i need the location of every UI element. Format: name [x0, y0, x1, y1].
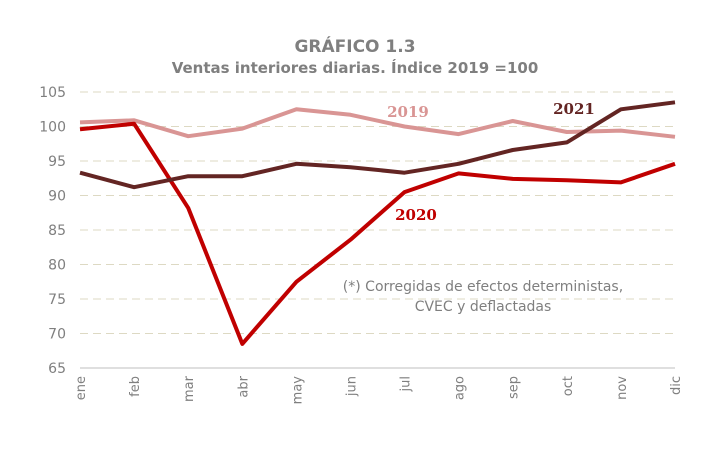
y-axis-ticks: 65 70 75 80 85 90 95 100 105: [39, 85, 66, 377]
chart-subtitle: Ventas interiores diarias. Índice 2019 =…: [172, 58, 539, 77]
y-tick-label: 95: [48, 154, 66, 170]
annotation-line-1: (*) Corregidas de efectos deterministas,: [343, 279, 623, 295]
series-label-2020: 2020: [395, 206, 437, 224]
x-tick-label: may: [290, 376, 305, 405]
series-line-2020: [79, 121, 676, 346]
y-tick-label: 100: [39, 120, 66, 136]
x-tick-label: dic: [669, 376, 684, 395]
chart-title: GRÁFICO 1.3: [294, 35, 415, 57]
x-tick-label: nov: [615, 376, 630, 400]
y-tick-label: 90: [48, 189, 66, 205]
series-label-2021: 2021: [553, 100, 595, 118]
y-tick-label: 80: [48, 258, 66, 274]
y-tick-label: 70: [48, 327, 66, 343]
x-tick-label: abr: [236, 375, 251, 397]
y-tick-label: 65: [48, 361, 66, 377]
series-label-2019: 2019: [387, 103, 429, 121]
x-tick-label: sep: [507, 376, 522, 399]
x-tick-label: mar: [182, 375, 197, 402]
y-tick-label: 75: [48, 292, 66, 308]
x-tick-label: feb: [128, 376, 143, 397]
y-tick-label: 85: [48, 223, 66, 239]
series-line-2021: [79, 100, 676, 190]
x-axis-ticks: ene feb mar abr may jun jul ago sep oct nov dic: [74, 375, 684, 404]
annotation-line-2: CVEC y deflactadas: [415, 299, 552, 315]
gridlines: [80, 91, 675, 369]
x-tick-label: jul: [399, 376, 414, 392]
y-tick-label: 105: [39, 85, 66, 101]
series-lines: [79, 100, 676, 346]
x-tick-label: ene: [74, 376, 89, 400]
x-tick-label: jun: [344, 376, 359, 397]
series-line-2019: [79, 107, 676, 139]
x-tick-label: ago: [453, 376, 468, 400]
x-tick-label: oct: [561, 376, 576, 396]
